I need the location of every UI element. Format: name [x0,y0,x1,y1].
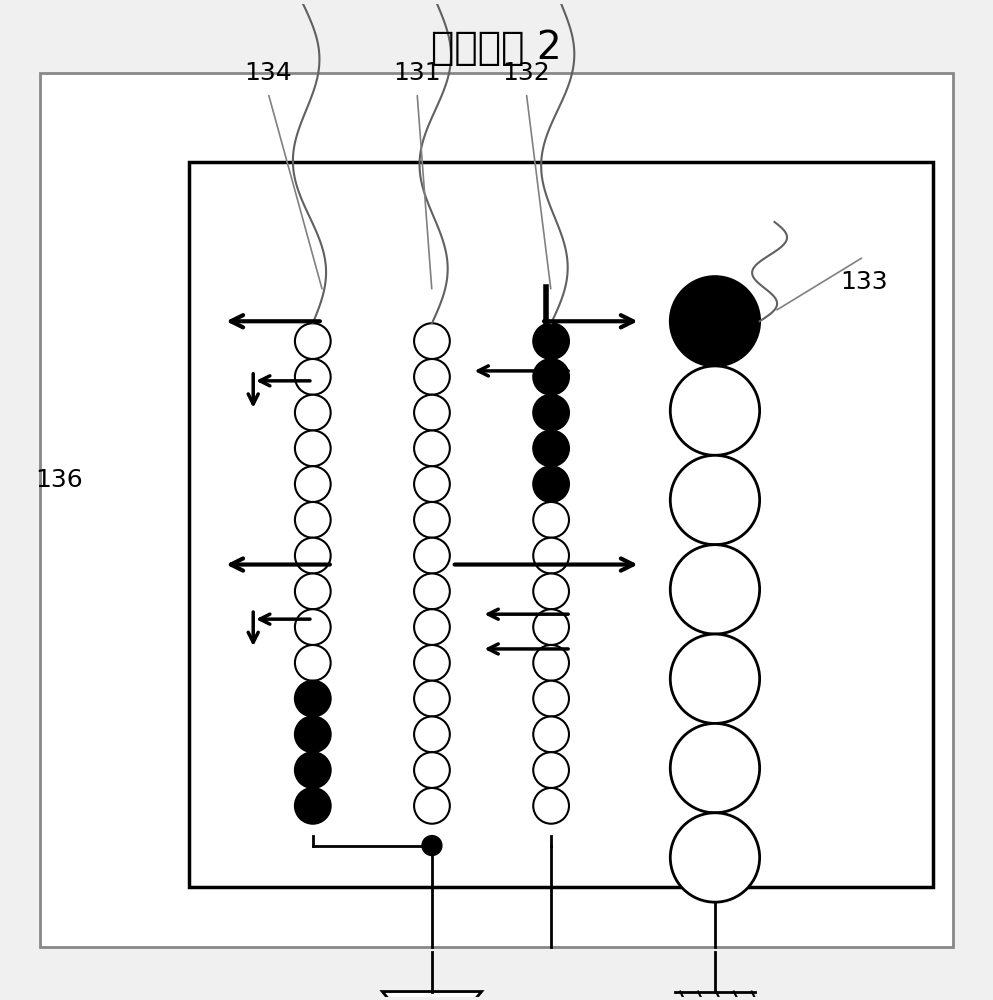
Circle shape [533,573,569,609]
Circle shape [414,788,450,824]
Circle shape [295,716,331,752]
Circle shape [533,466,569,502]
Circle shape [295,466,331,502]
Circle shape [295,788,331,824]
Circle shape [533,395,569,430]
Text: 现有技术 2: 现有技术 2 [431,29,562,67]
Circle shape [414,681,450,716]
Circle shape [533,752,569,788]
Circle shape [414,609,450,645]
Circle shape [533,359,569,395]
Circle shape [533,645,569,681]
Circle shape [670,277,760,366]
Circle shape [670,545,760,634]
Circle shape [414,323,450,359]
Circle shape [670,634,760,723]
Circle shape [295,359,331,395]
Text: 132: 132 [502,61,550,85]
Circle shape [295,430,331,466]
Text: 131: 131 [393,61,441,85]
Circle shape [295,323,331,359]
Circle shape [414,573,450,609]
Circle shape [414,645,450,681]
Circle shape [533,609,569,645]
Circle shape [414,359,450,395]
Circle shape [414,395,450,430]
Circle shape [533,502,569,538]
Circle shape [533,538,569,573]
Circle shape [295,573,331,609]
Circle shape [533,716,569,752]
Circle shape [295,502,331,538]
Text: 133: 133 [840,270,888,294]
Circle shape [414,466,450,502]
Circle shape [533,323,569,359]
Circle shape [414,538,450,573]
Circle shape [414,716,450,752]
Circle shape [533,788,569,824]
Bar [40,73,953,947]
Text: 134: 134 [244,61,292,85]
Circle shape [295,681,331,716]
Circle shape [670,455,760,545]
Circle shape [533,681,569,716]
Circle shape [670,366,760,455]
Circle shape [295,538,331,573]
Circle shape [295,752,331,788]
Circle shape [670,813,760,902]
Circle shape [295,645,331,681]
Bar [189,162,933,887]
Circle shape [414,502,450,538]
Circle shape [414,752,450,788]
Circle shape [414,430,450,466]
Circle shape [670,723,760,813]
Text: 136: 136 [36,468,83,492]
Circle shape [422,836,442,855]
Circle shape [295,395,331,430]
Circle shape [295,609,331,645]
Circle shape [533,430,569,466]
Polygon shape [382,992,482,1000]
